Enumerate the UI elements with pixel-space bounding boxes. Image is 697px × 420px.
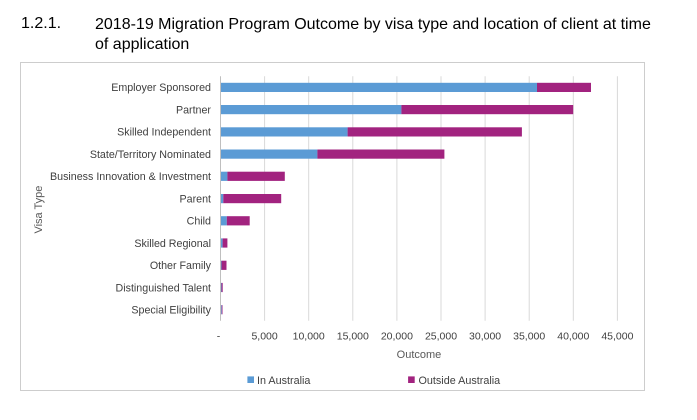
svg-text:Parent: Parent [180,193,212,205]
svg-text:20,000: 20,000 [381,330,413,342]
svg-text:Outside Australia: Outside Australia [419,375,501,387]
svg-text:Other Family: Other Family [150,260,212,272]
svg-text:30,000: 30,000 [469,330,501,342]
svg-text:Special Eligibility: Special Eligibility [131,305,211,317]
svg-text:Skilled Regional: Skilled Regional [134,238,211,250]
svg-text:Employer Sponsored: Employer Sponsored [111,82,211,94]
svg-text:40,000: 40,000 [557,330,589,342]
svg-text:State/Territory Nominated: State/Territory Nominated [90,149,211,161]
svg-text:Child: Child [187,216,211,228]
svg-text:Partner: Partner [176,104,211,116]
svg-text:25,000: 25,000 [425,330,457,342]
svg-text:45,000: 45,000 [601,330,633,342]
svg-text:15,000: 15,000 [337,330,369,342]
svg-text:Skilled Independent: Skilled Independent [117,127,211,139]
svg-text:10,000: 10,000 [293,330,325,342]
svg-text:Business Innovation & Investme: Business Innovation & Investment [50,171,211,183]
svg-text:Outcome: Outcome [397,349,442,361]
svg-text:In Australia: In Australia [257,375,310,387]
svg-text:Visa Type: Visa Type [33,186,45,234]
svg-text:-: - [217,330,221,342]
svg-text:Distinguished Talent: Distinguished Talent [116,282,211,294]
svg-text:35,000: 35,000 [513,330,545,342]
svg-text:5,000: 5,000 [251,330,277,342]
